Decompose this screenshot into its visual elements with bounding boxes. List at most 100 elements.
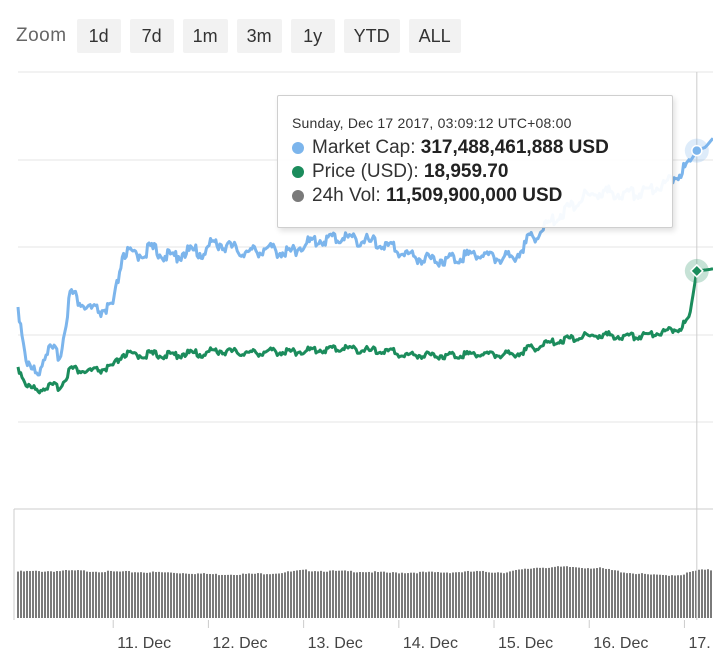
volume-bar [284,572,286,618]
volume-bar [599,567,601,618]
volume-bar [419,571,421,618]
volume-bar [389,572,391,618]
volume-bar [653,574,655,618]
volume-bar [581,568,583,618]
volume-bar [137,572,139,618]
tooltip-label: 24h Vol: [312,185,381,206]
volume-bar [368,571,370,618]
volume-bar [509,571,511,618]
volume-bar [95,571,97,618]
volume-bar [362,572,364,618]
volume-bar [644,573,646,618]
volume-bar [440,572,442,618]
volume-bar [188,573,190,618]
zoom-ytd-button[interactable]: YTD [343,19,400,53]
volume-bar [290,571,292,618]
volume-bar [551,567,553,618]
volume-bar [203,573,205,618]
volume-bar [566,566,568,618]
tooltip-row-volume: 24h Vol: 11,509,900,000 USD [292,184,672,208]
tooltip-row-price: Price (USD): 18,959.70 [292,160,672,184]
volume-bar [38,571,40,618]
zoom-1m-button[interactable]: 1m [182,19,228,53]
gridlines [13,71,713,620]
volume-bar [161,572,163,618]
volume-bar [494,572,496,618]
volume-bar [533,568,535,618]
volume-bar [587,568,589,618]
volume-bar [74,570,76,618]
volume-bar [122,571,124,618]
volume-bar [56,571,58,618]
zoom-all-button[interactable]: ALL [408,19,461,53]
volume-bar [167,572,169,618]
volume-bar [560,566,562,618]
volume-bar [524,568,526,618]
x-tick-label: 14. Dec [403,635,458,652]
volume-bar [497,572,499,618]
x-tick-label: 17. Dec [688,635,713,652]
volume-bar [116,571,118,618]
market-cap-hover-point [691,144,703,157]
volume-bar [647,574,649,618]
volume-bar [233,574,235,618]
volume-bar [338,570,340,618]
x-tick-label: 13. Dec [308,635,363,652]
volume-bar [230,574,232,618]
volume-bar [686,572,688,618]
tooltip-label: Price (USD): [312,161,419,182]
volume-bar [365,572,367,618]
volume-bar [26,570,28,618]
volume-bar [314,571,316,618]
tooltip-row-market-cap: Market Cap: 317,488,461,888 USD [292,136,672,160]
volume-bar [668,575,670,618]
volume-bar [623,572,625,618]
volume-bar [431,571,433,618]
volume-bar [215,573,217,618]
x-tick-label: 16. Dec [593,635,648,652]
zoom-1d-button[interactable]: 1d [76,19,121,53]
zoom-3m-button[interactable]: 3m [236,19,282,53]
volume-bar [704,569,706,618]
volume-bar [272,573,274,618]
price-hover-point [689,263,704,278]
volume-bar [386,572,388,618]
volume-bar [392,572,394,618]
volume-bar [383,571,385,618]
volume-bar [602,568,604,618]
volume-bar [665,575,667,618]
volume-bar [125,570,127,618]
volume-bar [32,570,34,618]
volume-bar [89,571,91,618]
volume-bar [401,572,403,618]
volume-bar [71,570,73,618]
volume-bar [464,571,466,618]
volume-bar [473,571,475,618]
volume-bar [398,573,400,618]
volume-bar [110,570,112,618]
volume-bar [302,569,304,618]
volume-bar [107,570,109,618]
volume-bar [104,572,106,618]
volume-bar [359,572,361,618]
volume-bar [242,573,244,618]
volume-bar [470,571,472,618]
zoom-1y-button[interactable]: 1y [290,19,335,53]
volume-bar [41,571,43,618]
volume-bar [521,569,523,618]
volume-bar [395,572,397,618]
volume-bar [341,570,343,618]
volume-bar [269,574,271,618]
volume-bar [506,572,508,618]
volume-bar [518,569,520,618]
volume-bar [185,573,187,618]
volume-bar [467,570,469,618]
volume-bar [86,571,88,618]
volume-bar [569,567,571,618]
volume-bar [296,570,298,618]
zoom-7d-button[interactable]: 7d [129,19,174,53]
volume-bar [608,568,610,618]
volume-bar [140,572,142,618]
volume-bar [503,573,505,618]
volume-bar [710,570,712,618]
